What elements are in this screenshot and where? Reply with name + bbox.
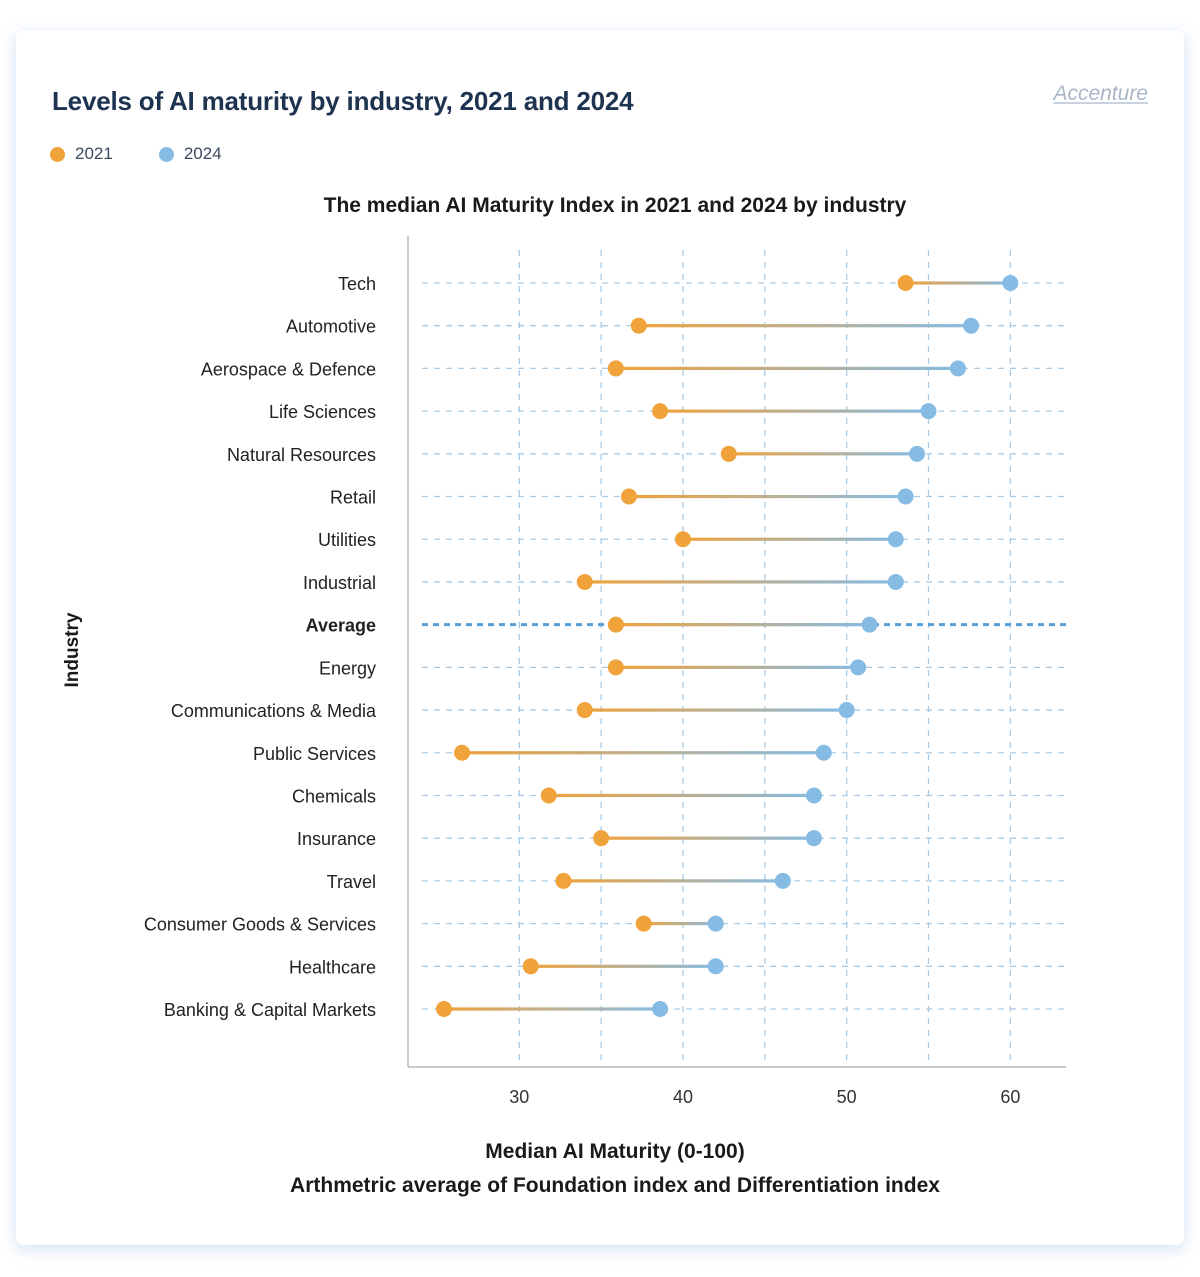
category-label: Utilities	[318, 530, 376, 550]
category-label: Industrial	[303, 573, 376, 593]
dumbbell-connector	[728, 452, 918, 456]
point-2021	[593, 830, 610, 847]
point-2021	[576, 702, 593, 719]
legend-item-2024[interactable]: 2024	[158, 144, 222, 164]
y-axis-label: Industry	[62, 612, 83, 687]
point-2021	[576, 573, 593, 590]
category-label: Healthcare	[289, 957, 376, 977]
point-2024	[949, 360, 966, 377]
x-tick-label: 60	[1000, 1087, 1020, 1107]
dumbbell-connector	[905, 281, 1011, 285]
x-axis-label: Median AI Maturity (0-100)	[485, 1140, 744, 1163]
category-label: Banking & Capital Markets	[164, 1000, 376, 1020]
x-tick-label: 50	[837, 1087, 857, 1107]
legend-label: 2024	[183, 144, 222, 163]
category-label: Communications & Media	[171, 701, 377, 721]
x-axis-sublabel: Arthmetric average of Foundation index a…	[290, 1174, 940, 1197]
point-2021	[720, 445, 737, 462]
point-2024	[850, 659, 867, 676]
dumbbell-connector	[444, 1007, 661, 1011]
category-label: Aerospace & Defence	[201, 359, 376, 379]
category-label: Automotive	[286, 317, 376, 337]
dumbbell-connector	[563, 879, 783, 883]
legend-item-2021[interactable]: 2021	[50, 144, 113, 164]
point-2024	[887, 573, 904, 590]
point-2024	[920, 403, 937, 420]
category-label: Retail	[330, 488, 376, 508]
dumbbell-connector	[638, 324, 972, 328]
point-2021	[620, 488, 637, 505]
brand-link[interactable]: Accenture	[1053, 82, 1148, 105]
point-2024	[774, 872, 791, 889]
point-2024	[805, 830, 822, 847]
point-2021	[674, 531, 691, 548]
point-2024	[652, 1001, 669, 1017]
dumbbell-connector	[682, 537, 896, 541]
category-label: Energy	[319, 658, 376, 678]
dumbbell-connector	[660, 409, 929, 413]
dumbbell-connector	[584, 580, 896, 584]
point-2024	[805, 787, 822, 804]
dumbbell-connector	[615, 665, 859, 669]
category-label: Public Services	[253, 744, 376, 764]
category-label: Chemicals	[292, 786, 376, 806]
point-2021	[630, 317, 647, 334]
point-2024	[838, 702, 855, 719]
point-2024	[707, 915, 724, 932]
point-2021	[522, 958, 539, 975]
point-2024	[887, 531, 904, 548]
point-2021	[652, 403, 669, 420]
category-label: Life Sciences	[269, 402, 376, 422]
point-2021	[607, 616, 624, 633]
point-2021	[897, 275, 914, 291]
dumbbell-connector	[548, 793, 814, 798]
dumbbell-connector	[615, 623, 870, 627]
chart-card	[16, 30, 1184, 1245]
category-label: Average	[306, 616, 376, 636]
dumbbell-connector	[530, 964, 716, 968]
chart-title: The median AI Maturity Index in 2021 and…	[324, 194, 907, 217]
category-label: Natural Resources	[227, 445, 376, 465]
legend: 2021 2024	[50, 144, 222, 164]
point-2021	[454, 744, 471, 761]
point-2021	[555, 872, 572, 889]
category-label: Tech	[338, 274, 376, 294]
point-2024	[909, 445, 926, 462]
point-2024	[897, 488, 914, 505]
point-2024	[815, 744, 832, 761]
legend-label: 2021	[75, 144, 113, 163]
point-2024	[707, 958, 724, 975]
x-tick-label: 30	[509, 1087, 529, 1107]
page-title: Levels of AI maturity by industry, 2021 …	[52, 86, 634, 116]
point-2024	[1002, 275, 1019, 291]
point-2024	[963, 317, 980, 334]
legend-dot-icon	[50, 146, 65, 162]
dumbbell-connector	[601, 836, 814, 840]
point-2021	[607, 659, 624, 676]
point-2021	[607, 360, 624, 377]
point-2024	[861, 616, 878, 633]
dumbbell-connector	[628, 494, 906, 499]
x-tick-label: 40	[673, 1087, 693, 1107]
dumbbell-connector	[643, 921, 716, 926]
point-2021	[635, 915, 652, 932]
point-2021	[540, 787, 557, 804]
dumbbell-connector	[584, 708, 847, 712]
dumbbell-connector	[615, 366, 958, 371]
category-label: Travel	[327, 872, 376, 892]
dumbbell-connector	[462, 751, 824, 755]
category-label: Consumer Goods & Services	[144, 915, 376, 935]
category-label: Insurance	[297, 829, 376, 849]
legend-dot-icon	[158, 146, 174, 162]
point-2021	[436, 1001, 453, 1017]
